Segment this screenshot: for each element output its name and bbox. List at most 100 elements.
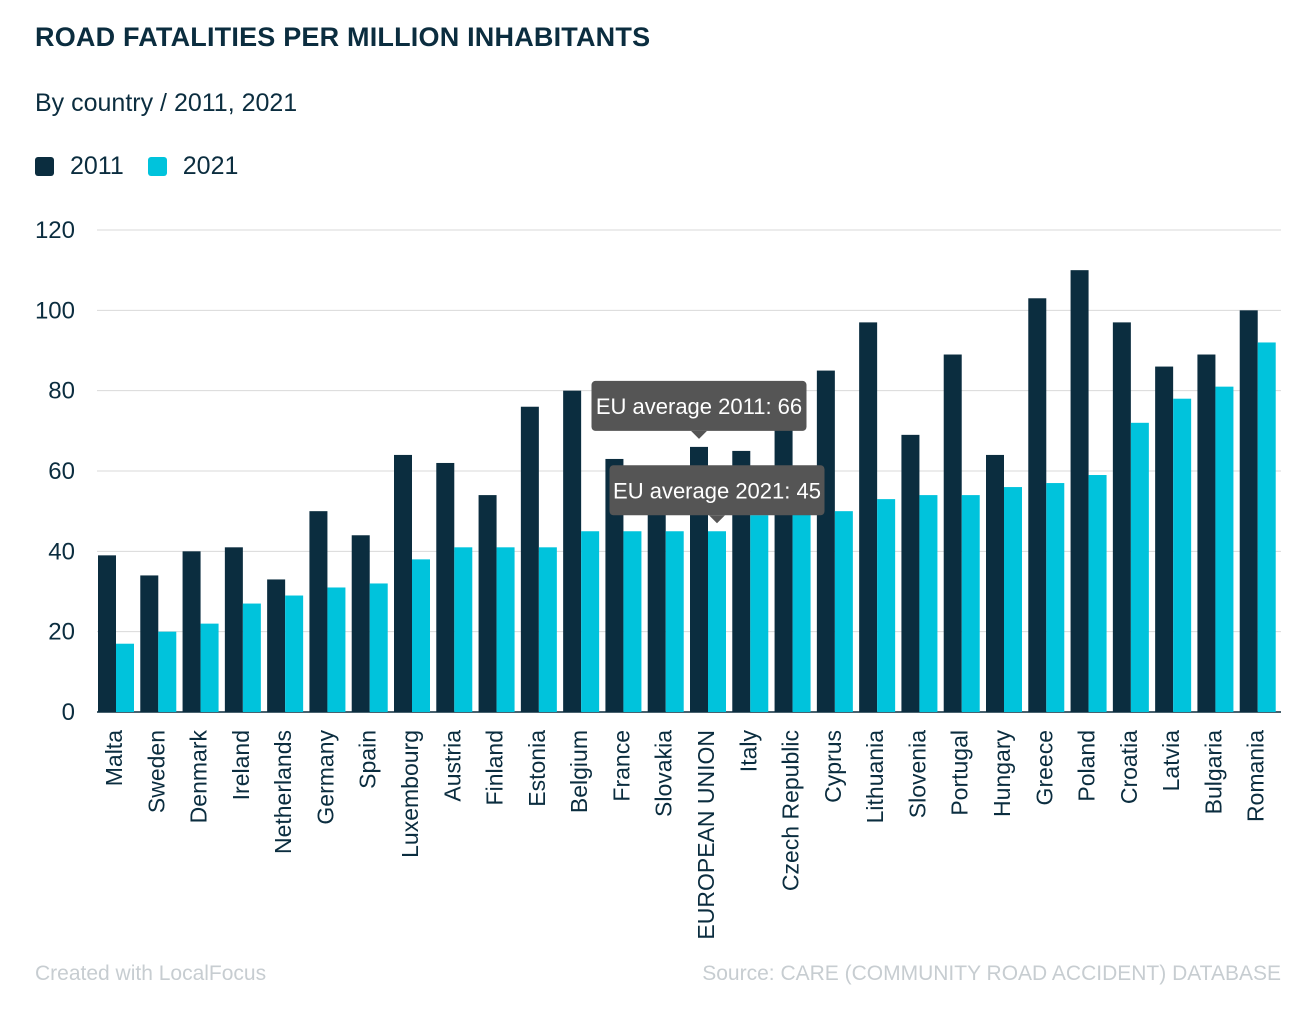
y-tick-label-20: 20: [48, 619, 75, 646]
bar-2021-denmark: [200, 623, 219, 712]
bar-2011-italy: [732, 450, 751, 712]
bar-2011-bulgaria: [1197, 354, 1216, 712]
annotation-box: [609, 465, 825, 516]
x-tick-label: Denmark: [186, 730, 212, 824]
bar-2021-bulgaria: [1215, 386, 1234, 712]
annotation-pointer: [691, 430, 707, 439]
bar-2011-germany: [309, 511, 328, 712]
bar-2011-croatia: [1112, 322, 1131, 712]
annotation-box: [591, 380, 807, 431]
bar-2021-hungary: [1004, 487, 1022, 712]
x-tick-label: Estonia: [524, 730, 550, 807]
legend-item-2011[interactable]: 2011: [35, 152, 124, 181]
legend-label-2011: 2011: [70, 152, 124, 180]
footer-source: Source: CARE (COMMUNITY ROAD ACCIDENT) D…: [702, 962, 1281, 985]
bar-2011-estonia: [520, 406, 539, 712]
bar-2021-romania: [1257, 342, 1276, 712]
bar-2011-spain: [351, 535, 370, 712]
x-tick-label: EUROPEAN UNION: [693, 730, 719, 940]
bar-2021-belgium: [581, 531, 600, 712]
x-tick-label: Luxembourg: [397, 730, 423, 858]
bar-2011-lithuania: [859, 322, 878, 712]
bar-2021-estonia: [538, 547, 557, 712]
bar-2021-croatia: [1130, 422, 1149, 712]
x-tick-label: Czech Republic: [778, 730, 804, 891]
annotation-label: EU average 2021: 45: [613, 478, 821, 503]
bar-2011-greece: [1028, 298, 1047, 712]
bar-2011-luxembourg: [394, 454, 412, 712]
bar-2021-portugal: [961, 495, 980, 712]
x-tick-label: Hungary: [989, 730, 1015, 817]
x-tick-label: Romania: [1243, 730, 1269, 822]
footer-credit[interactable]: Created with LocalFocus: [35, 962, 267, 985]
x-tick-label: Latvia: [1158, 730, 1184, 792]
x-tick-label: Austria: [439, 730, 465, 802]
legend-label-2021: 2021: [182, 152, 239, 180]
bar-2011-sweden: [140, 575, 159, 712]
bar-2011-slovakia: [647, 483, 666, 712]
legend-item-2021[interactable]: 2021: [147, 152, 239, 181]
x-tick-label: Spain: [355, 730, 381, 789]
bar-2021-ireland: [242, 603, 261, 712]
y-tick-label-40: 40: [48, 538, 75, 565]
x-tick-label: Belgium: [566, 730, 592, 813]
bar-2011-ireland: [224, 547, 243, 712]
bar-2021-czech-republic: [792, 511, 811, 712]
x-tick-label: Germany: [312, 730, 338, 825]
bar-2011-cyprus: [816, 370, 835, 712]
x-tick-label: Greece: [1031, 730, 1057, 805]
y-tick-label-100: 100: [35, 297, 75, 324]
x-tick-label: France: [608, 730, 634, 802]
bar-2021-germany: [327, 587, 346, 712]
x-tick-label: Ireland: [228, 730, 254, 800]
bar-2021-slovenia: [919, 495, 938, 712]
y-tick-label-0: 0: [62, 699, 75, 726]
bar-2021-sweden: [158, 631, 177, 712]
y-tick-label-60: 60: [48, 458, 75, 485]
x-tick-label: Bulgaria: [1200, 730, 1226, 815]
legend: 2011 2021: [35, 152, 262, 181]
bar-2011-poland: [1070, 270, 1089, 712]
bar-2011-belgium: [563, 390, 582, 712]
bar-2021-austria: [454, 547, 473, 712]
bar-2011-latvia: [1155, 366, 1174, 712]
bar-2011-portugal: [943, 354, 962, 712]
bar-2021-poland: [1088, 475, 1107, 712]
bar-2011-finland: [478, 495, 497, 712]
bar-2011-austria: [436, 462, 455, 712]
x-tick-label: Malta: [101, 730, 127, 786]
bar-2011-czech-republic: [774, 414, 793, 712]
bar-2021-european-union: [708, 531, 726, 712]
bar-2011-france: [605, 458, 624, 712]
bar-2011-netherlands: [267, 579, 286, 712]
x-tick-label: Portugal: [947, 730, 973, 816]
bar-2021-france: [623, 531, 642, 712]
bar-2011-romania: [1239, 310, 1258, 712]
bar-2021-finland: [496, 547, 515, 712]
x-tick-label: Cyprus: [820, 730, 846, 803]
bar-2021-malta: [116, 643, 134, 712]
annotation-label: EU average 2011: 66: [596, 394, 802, 419]
x-tick-label: Poland: [1074, 730, 1100, 802]
chart-title: ROAD FATALITIES PER MILLION INHABITANTS: [35, 22, 651, 52]
legend-swatch-2011: [35, 157, 54, 176]
bar-2011-denmark: [182, 551, 201, 712]
y-tick-label-120: 120: [35, 217, 75, 244]
bar-2021-spain: [369, 583, 388, 712]
annotation-pointer: [709, 515, 725, 524]
bar-2021-luxembourg: [412, 559, 430, 712]
bar-2011-slovenia: [901, 434, 920, 712]
bar-2021-netherlands: [285, 595, 304, 712]
x-tick-label: Italy: [735, 730, 761, 773]
bar-2011-malta: [98, 555, 116, 712]
x-tick-label: Croatia: [1116, 730, 1142, 804]
bar-2021-greece: [1046, 483, 1065, 712]
x-tick-label: Slovenia: [904, 730, 930, 818]
bar-2021-cyprus: [834, 511, 853, 712]
legend-swatch-2021: [147, 157, 167, 176]
x-tick-label: Slovakia: [651, 730, 677, 817]
x-tick-label: Finland: [482, 730, 508, 805]
bar-2011-hungary: [986, 454, 1004, 712]
bar-2021-lithuania: [877, 499, 896, 712]
